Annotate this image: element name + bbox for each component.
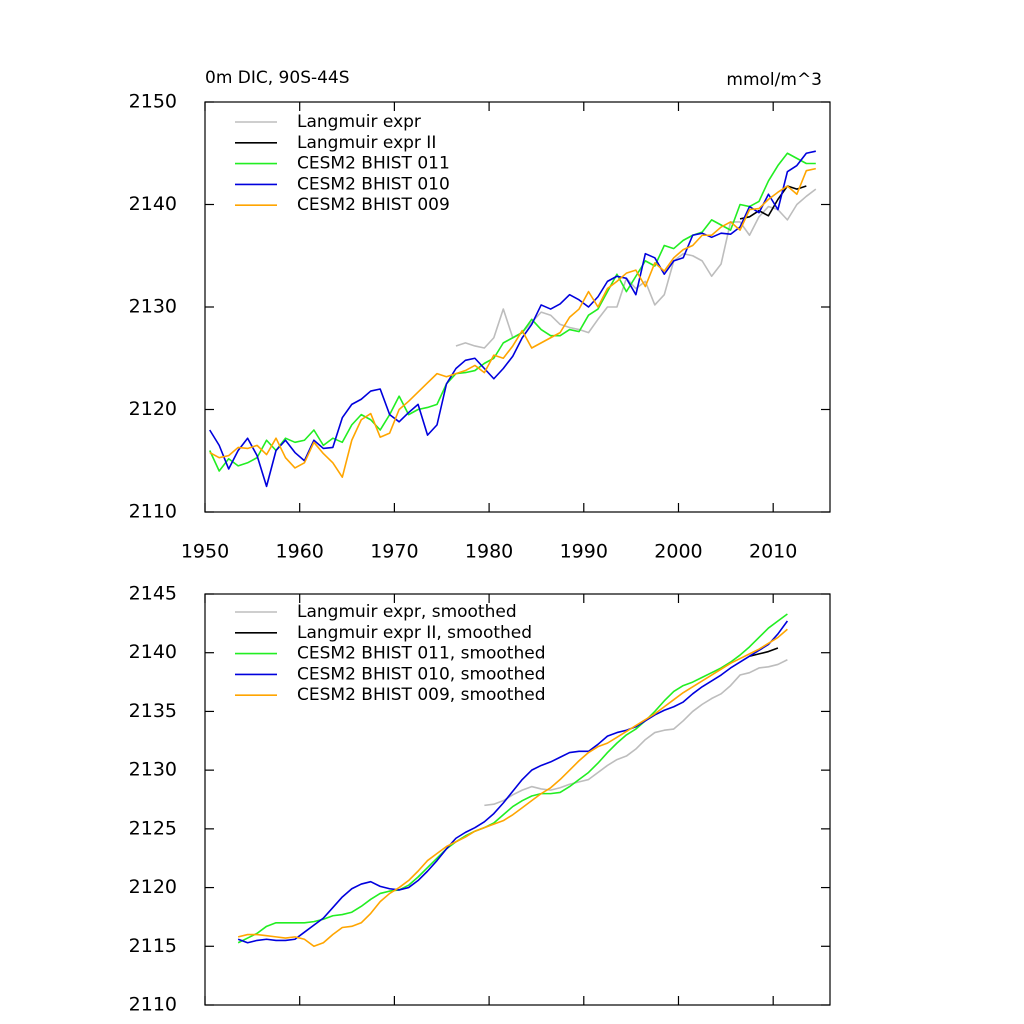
y-tick-label: 2145: [129, 583, 177, 605]
legend-label: CESM2 BHIST 010: [297, 174, 450, 194]
y-tick-label: 2130: [129, 296, 177, 318]
series-line: [237, 628, 788, 948]
x-tick-label: 1950: [181, 541, 229, 563]
legend-label: CESM2 BHIST 011, smoothed: [297, 644, 546, 664]
legend-label: Langmuir expr, smoothed: [297, 602, 517, 622]
x-tick-label: 1960: [276, 541, 324, 563]
chart-title: 0m DIC, 90S-44S: [205, 68, 350, 88]
x-tick-label: 1970: [370, 541, 418, 563]
plot-frame: [204, 593, 831, 1006]
series-line: [237, 613, 788, 944]
y-tick-label: 2120: [129, 876, 177, 898]
series-line: [209, 152, 816, 472]
y-tick-label: 2110: [129, 501, 177, 523]
y-tick-label: 2140: [129, 193, 177, 215]
series-line: [739, 185, 807, 220]
y-tick-label: 2110: [129, 994, 177, 1016]
y-tick-label: 2150: [129, 91, 177, 113]
x-tick-label: 2000: [654, 541, 702, 563]
legend-label: CESM2 BHIST 010, smoothed: [297, 664, 546, 684]
series-line: [209, 167, 816, 478]
y-tick-label: 2130: [129, 759, 177, 781]
series-line: [237, 620, 789, 944]
x-tick-label: 1980: [465, 541, 513, 563]
series-line: [209, 150, 816, 488]
legend-label: CESM2 BHIST 009: [297, 195, 450, 215]
series-line: [484, 659, 788, 807]
legend-label: Langmuir expr II, smoothed: [297, 623, 532, 643]
legend-label: Langmuir expr II: [297, 133, 436, 153]
y-tick-label: 2120: [129, 398, 177, 420]
legend-label: CESM2 BHIST 009, smoothed: [297, 685, 546, 705]
y-tick-label: 2140: [129, 641, 177, 663]
units-label: mmol/m^3: [726, 70, 822, 90]
legend-label: Langmuir expr: [297, 112, 421, 132]
y-tick-label: 2125: [129, 817, 177, 839]
x-tick-label: 2010: [749, 541, 797, 563]
y-tick-label: 2115: [129, 935, 177, 957]
y-tick-label: 2135: [129, 700, 177, 722]
series-line: [749, 647, 779, 658]
legend-label: CESM2 BHIST 011: [297, 154, 450, 174]
x-tick-label: 1990: [560, 541, 608, 563]
